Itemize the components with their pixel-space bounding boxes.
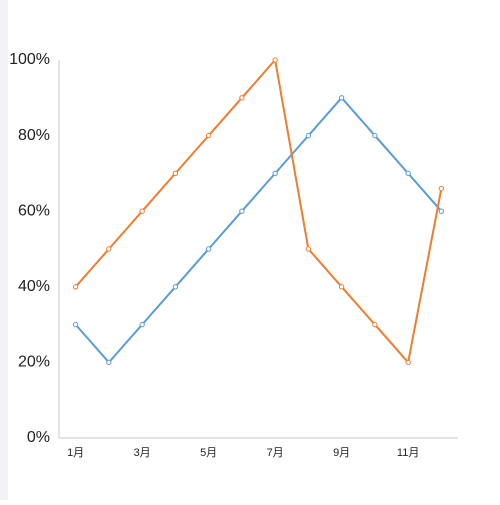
point: [305, 132, 312, 139]
series-line: [74, 96, 443, 364]
point: [438, 208, 445, 214]
x-tick-label: 11月: [397, 447, 419, 459]
y-tick-label: 80%: [18, 127, 50, 144]
side-strip: [0, 0, 8, 500]
y-tick-label: 0%: [27, 429, 50, 446]
point: [438, 185, 445, 192]
point: [305, 246, 312, 252]
point: [106, 359, 112, 366]
y-tick-label: 60%: [18, 202, 50, 219]
x-tick-label: 3月: [134, 447, 151, 459]
x-tick-label: 1月: [67, 447, 84, 459]
point: [272, 57, 278, 63]
point: [72, 284, 79, 290]
series-line: [74, 57, 443, 365]
point: [172, 170, 179, 177]
point: [338, 284, 345, 290]
point: [405, 170, 411, 177]
point: [205, 132, 212, 139]
point: [272, 170, 278, 177]
y-tick-label: 100%: [9, 51, 50, 68]
point: [405, 359, 411, 366]
point: [172, 284, 179, 290]
point: [338, 95, 345, 101]
point: [205, 246, 212, 252]
y-tick-label: 40%: [18, 278, 50, 295]
point: [139, 208, 145, 214]
point: [239, 95, 245, 101]
point: [139, 321, 145, 328]
point: [106, 246, 112, 252]
point: [72, 321, 79, 328]
x-tick-label: 7月: [267, 447, 284, 459]
x-tick-label: 9月: [333, 447, 350, 459]
y-tick-label: 20%: [18, 354, 50, 371]
point: [372, 321, 378, 328]
x-tick-label: 5月: [200, 447, 217, 459]
point: [239, 208, 245, 214]
point: [372, 132, 378, 139]
